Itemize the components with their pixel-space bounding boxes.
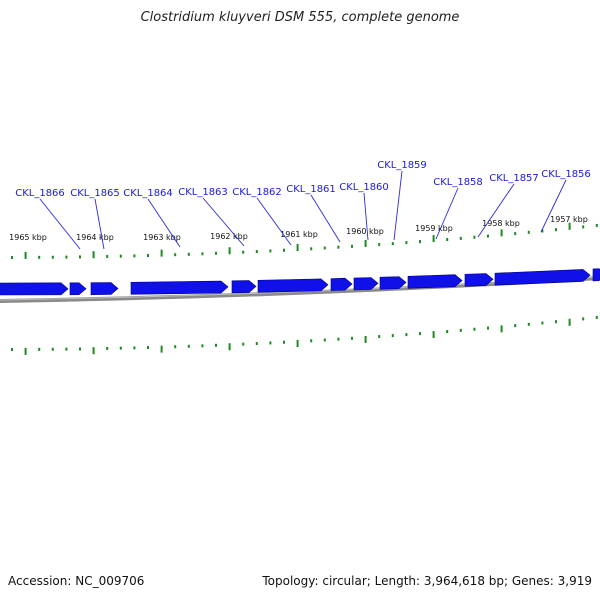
gene-arrow[interactable] bbox=[464, 273, 494, 287]
gene-label[interactable]: CKL_1856 bbox=[541, 169, 591, 180]
kbp-label: 1960 kbp bbox=[346, 227, 384, 236]
gene-arrow[interactable] bbox=[0, 282, 69, 296]
kbp-label: 1963 kbp bbox=[143, 233, 181, 242]
kbp-label: 1958 kbp bbox=[482, 219, 520, 228]
gene-label[interactable]: CKL_1858 bbox=[433, 177, 483, 188]
label-leader bbox=[147, 198, 181, 248]
kbp-label: 1964 kbp bbox=[76, 233, 114, 242]
gene-arrow[interactable] bbox=[231, 280, 257, 294]
gene-arrow[interactable] bbox=[69, 282, 87, 296]
scale-ticks-outer bbox=[11, 222, 598, 259]
label-leader bbox=[540, 179, 567, 233]
accession-text: Accession: NC_009706 bbox=[8, 574, 145, 588]
gene-label[interactable]: CKL_1857 bbox=[489, 173, 539, 184]
gene-label[interactable]: CKL_1862 bbox=[232, 187, 282, 198]
gene-arrow[interactable] bbox=[257, 278, 329, 293]
label-leader bbox=[393, 170, 403, 241]
gene-arrow[interactable] bbox=[494, 269, 591, 286]
gene-label[interactable]: CKL_1861 bbox=[286, 184, 336, 195]
label-leader bbox=[477, 183, 515, 238]
scale-ticks-inner bbox=[11, 315, 598, 355]
label-leader bbox=[39, 198, 81, 250]
gene-arrow[interactable] bbox=[90, 282, 119, 295]
label-leader bbox=[310, 194, 341, 243]
gene-arrow[interactable] bbox=[407, 274, 463, 289]
gene-arrow[interactable] bbox=[130, 280, 229, 295]
kbp-label: 1959 kbp bbox=[415, 224, 453, 233]
gene-label[interactable]: CKL_1859 bbox=[377, 160, 427, 171]
gene-label[interactable]: CKL_1863 bbox=[178, 187, 228, 198]
gene-labels: CKL_1866 CKL_1865 CKL_1864 CKL_1863 CKL_1862… bbox=[15, 160, 591, 199]
label-leader bbox=[435, 187, 459, 240]
scale-labels: 1965 kbp 1964 kbp 1963 kbp 1962 kbp 1961 kbp… bbox=[9, 215, 588, 242]
kbp-label: 1957 kbp bbox=[550, 215, 588, 224]
kbp-label: 1962 kbp bbox=[210, 232, 248, 241]
kbp-label: 1965 kbp bbox=[9, 233, 47, 242]
label-leader bbox=[363, 192, 369, 241]
gene-arrow[interactable] bbox=[592, 268, 600, 282]
genome-title: Clostridium kluyveri DSM 555, complete g… bbox=[140, 10, 460, 25]
gene-arrow[interactable] bbox=[353, 277, 379, 291]
label-leader bbox=[94, 198, 105, 250]
gene-arrow[interactable] bbox=[330, 277, 353, 291]
gene-label[interactable]: CKL_1860 bbox=[339, 182, 389, 193]
gene-arrow[interactable] bbox=[379, 276, 407, 290]
gene-label[interactable]: CKL_1866 bbox=[15, 188, 65, 199]
gene-label[interactable]: CKL_1864 bbox=[123, 188, 173, 199]
genome-summary: Topology: circular; Length: 3,964,618 bp… bbox=[262, 574, 592, 588]
kbp-label: 1961 kbp bbox=[280, 230, 318, 239]
gene-label[interactable]: CKL_1865 bbox=[70, 188, 120, 199]
label-leaders bbox=[39, 170, 567, 250]
label-leader bbox=[256, 197, 292, 246]
gene-track bbox=[0, 268, 600, 296]
label-leader bbox=[202, 197, 245, 247]
